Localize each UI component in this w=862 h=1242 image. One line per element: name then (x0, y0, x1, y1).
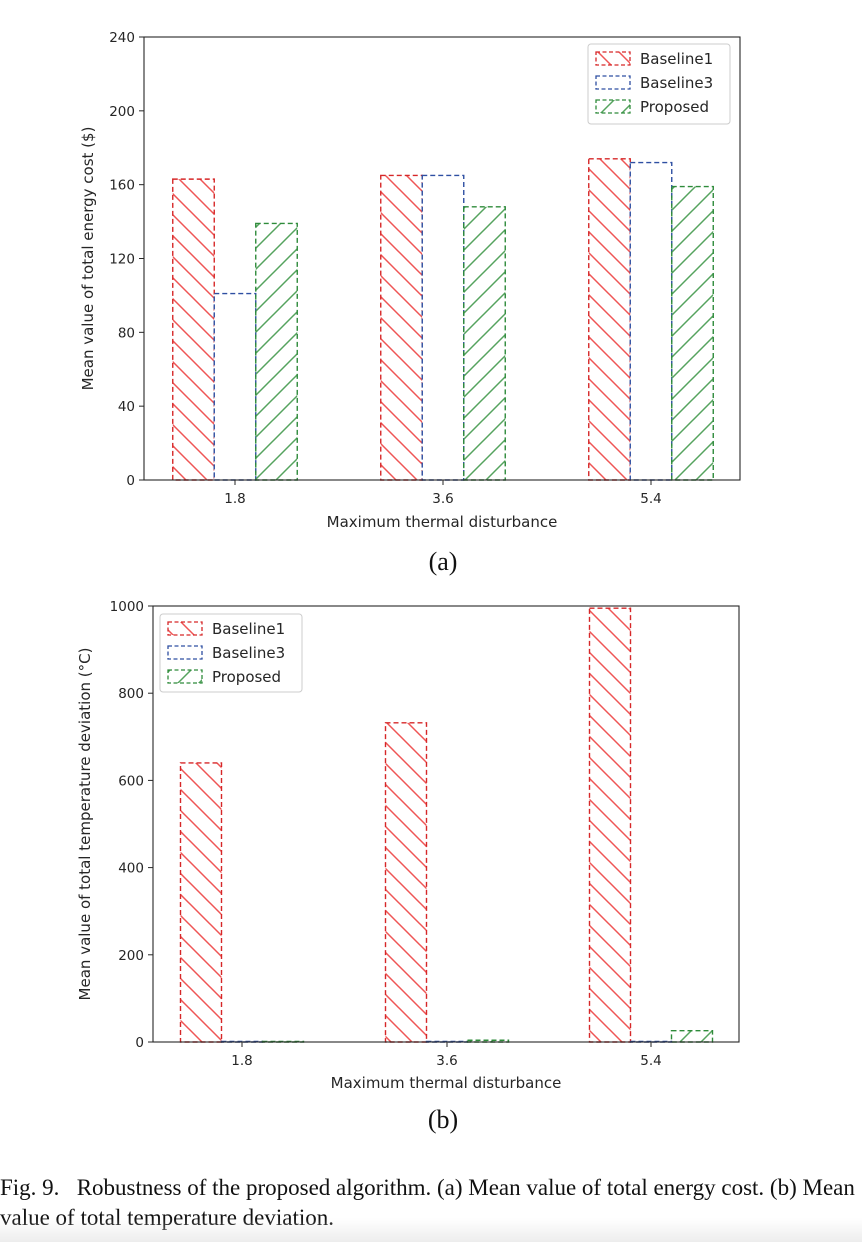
legend-swatch-baseline3 (167, 645, 203, 660)
chart-b-temperature-deviation: 0 200 400 600 800 1000 1.8 3.6 5.4 Maximum therma… (76, 599, 740, 1092)
x-axis-label: Maximum thermal disturbance (327, 513, 558, 531)
x-axis-label: Maximum thermal disturbance (331, 1074, 562, 1092)
legend-swatch-baseline3 (595, 75, 631, 90)
bar-proposed-3.6 (463, 206, 506, 481)
y-tick-label: 200 (109, 104, 135, 120)
bar-proposed-5.4 (670, 1029, 714, 1043)
bar-baseline3-5.4 (629, 161, 673, 481)
y-tick-label: 240 (109, 30, 135, 46)
legend: Baseline1 Baseline3 Proposed (159, 613, 303, 693)
y-tick-label: 1000 (110, 599, 144, 615)
panel-label-b: (b) (428, 1105, 458, 1134)
bar-proposed-5.4 (671, 185, 714, 481)
y-tick-label: 0 (126, 473, 135, 489)
legend-swatch-proposed (595, 99, 631, 114)
y-tick-label: 40 (118, 399, 135, 415)
legend-label-baseline3: Baseline3 (640, 74, 713, 92)
plot-frame (152, 605, 740, 1043)
legend-swatch-baseline1 (595, 51, 631, 66)
panel-label-a: (a) (429, 547, 458, 576)
bar-baseline1-3.6 (380, 174, 423, 481)
bar-baseline3-3.6 (421, 174, 465, 481)
chart-a-energy-cost: 0 40 80 120 160 200 240 1.8 3.6 5.4 Maximum therma… (79, 30, 741, 531)
bar-baseline1-5.4 (588, 158, 631, 481)
cropped-text-edge (858, 170, 862, 580)
bar-proposed-3.6 (466, 1039, 510, 1043)
y-axis-label: Mean value of total energy cost ($) (79, 127, 97, 391)
bar-baseline3-1.8 (213, 292, 257, 481)
legend-swatch-baseline1 (167, 621, 203, 636)
x-tick-label: 1.8 (231, 1053, 252, 1069)
y-tick-label: 400 (118, 861, 144, 877)
bar-baseline1-3.6 (384, 722, 428, 1043)
x-tick-label: 1.8 (224, 491, 245, 507)
legend-label-baseline3: Baseline3 (212, 644, 285, 662)
x-tick-label: 5.4 (640, 491, 661, 507)
y-tick-label: 120 (109, 252, 135, 268)
caption-label: Fig. 9. (0, 1175, 60, 1200)
legend-swatch-proposed (167, 669, 203, 684)
bar-baseline1-5.4 (588, 607, 632, 1043)
y-tick-label: 160 (109, 178, 135, 194)
bar-baseline1-1.8 (172, 178, 215, 481)
bottom-fade (0, 1218, 862, 1242)
y-tick-label: 0 (135, 1035, 144, 1051)
y-tick-label: 800 (118, 686, 144, 702)
legend-label-proposed: Proposed (640, 98, 709, 116)
x-tick-label: 5.4 (640, 1053, 661, 1069)
legend-label-proposed: Proposed (212, 668, 281, 686)
y-tick-label: 600 (118, 773, 144, 789)
x-tick-label: 3.6 (432, 491, 453, 507)
y-axis-label: Mean value of total temperature deviatio… (76, 648, 94, 1001)
y-tick-label: 200 (118, 948, 144, 964)
y-tick-label: 80 (118, 325, 135, 341)
bar-baseline1-1.8 (179, 762, 223, 1043)
legend-label-baseline1: Baseline1 (640, 50, 713, 68)
legend: Baseline1 Baseline3 Proposed (587, 43, 731, 125)
legend-label-baseline1: Baseline1 (212, 620, 285, 638)
bar-proposed-1.8 (255, 222, 298, 481)
x-tick-label: 3.6 (436, 1053, 457, 1069)
